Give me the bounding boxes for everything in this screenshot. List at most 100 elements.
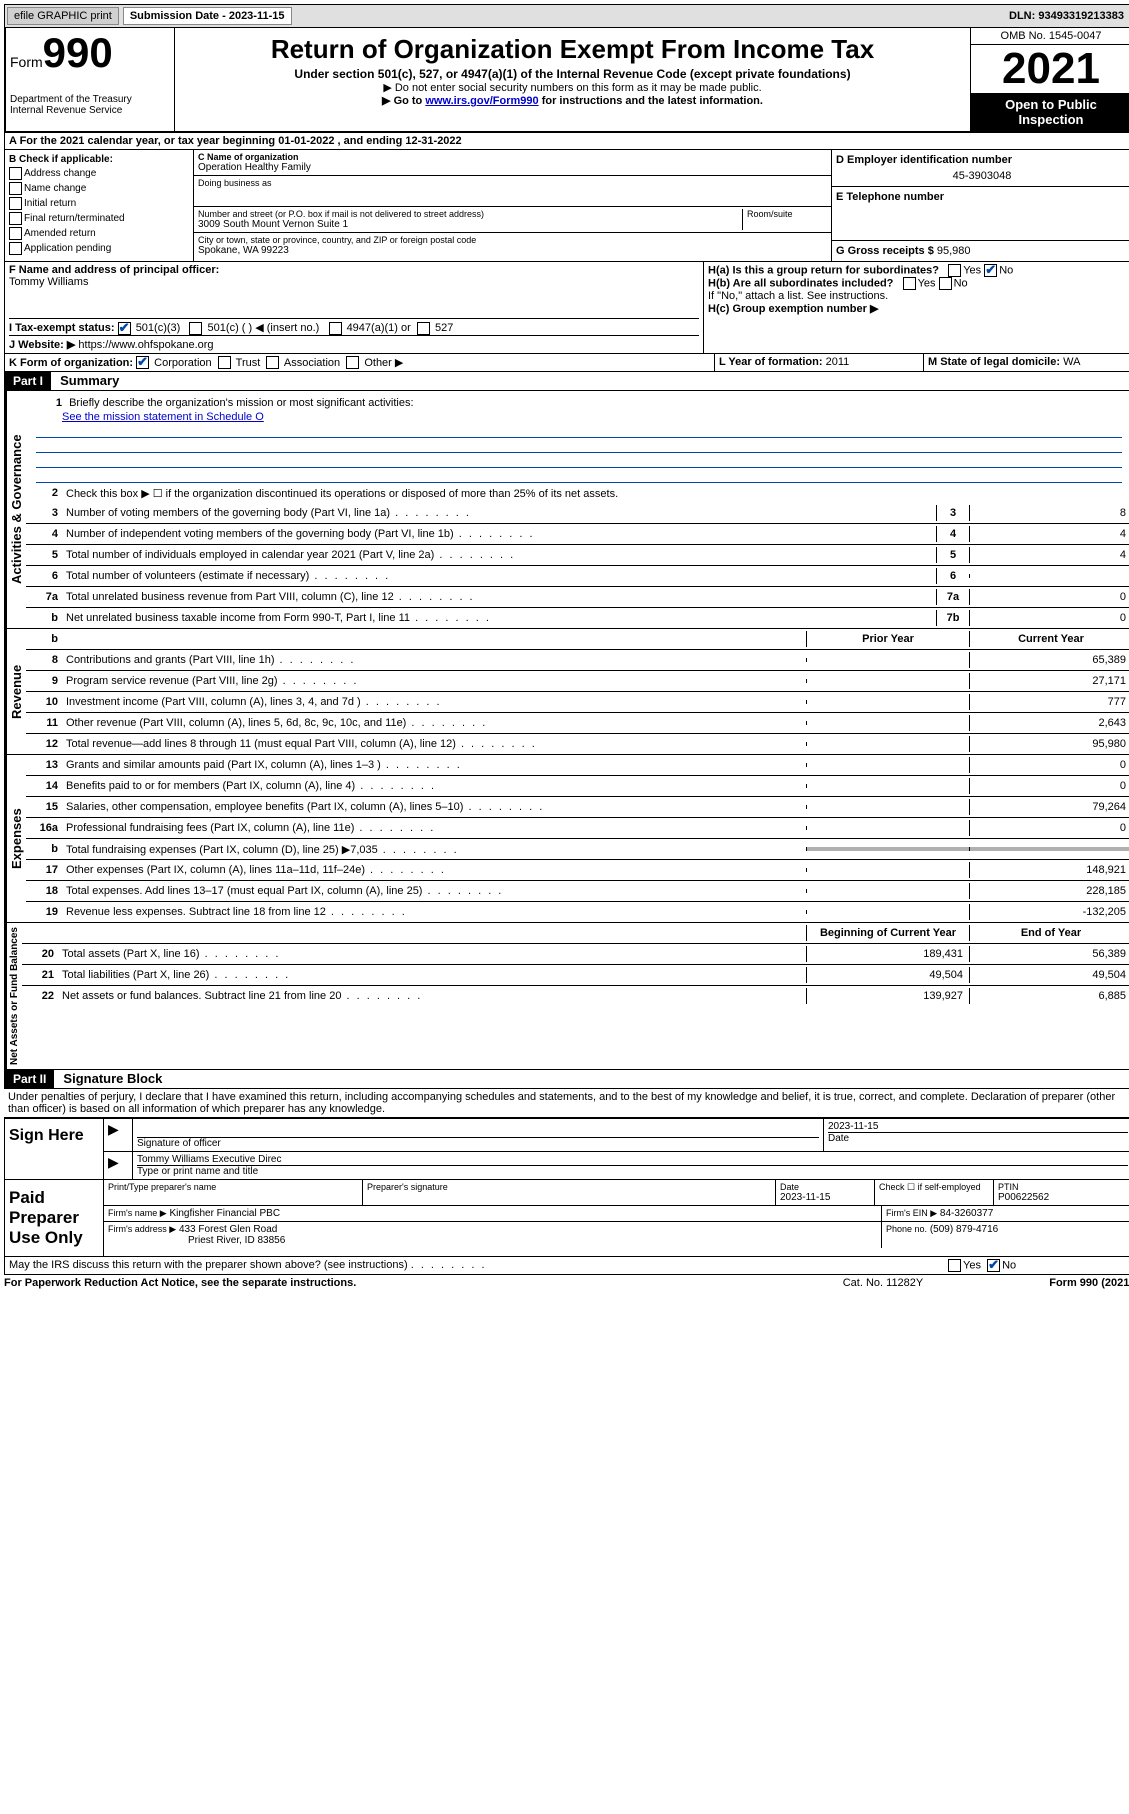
ptin: P00622562 <box>998 1192 1128 1203</box>
vert-netassets: Net Assets or Fund Balances <box>5 923 22 1069</box>
dba-label: Doing business as <box>198 178 827 188</box>
ha-no: No <box>999 264 1013 276</box>
city: Spokane, WA 99223 <box>198 245 827 256</box>
form-subtitle: Under section 501(c), 527, or 4947(a)(1)… <box>179 67 966 81</box>
cb-discuss-no[interactable] <box>987 1259 1000 1272</box>
line1-label: Briefly describe the organization's miss… <box>69 397 413 409</box>
vert-governance: Activities & Governance <box>5 391 26 628</box>
date-label: Date <box>828 1132 1128 1144</box>
netassets-section: Net Assets or Fund Balances Beginning of… <box>4 923 1129 1070</box>
paid-preparer-label: Paid Preparer Use Only <box>5 1180 104 1256</box>
line2-text: Check this box ▶ ☐ if the organization d… <box>62 485 1129 502</box>
cb-ha-no[interactable] <box>984 264 997 277</box>
open-public-badge: Open to Public Inspection <box>971 93 1129 131</box>
header-right: OMB No. 1545-0047 2021 Open to Public In… <box>970 28 1129 131</box>
g-label: G Gross receipts $ <box>836 245 934 257</box>
i-501c3: 501(c)(3) <box>136 322 181 334</box>
hb-no: No <box>954 277 968 289</box>
summary-line: 14Benefits paid to or for members (Part … <box>26 776 1129 797</box>
ein: 45-3903048 <box>836 166 1128 182</box>
self-employed-label: Check ☐ if self-employed <box>879 1182 989 1193</box>
governance-section: Activities & Governance 1 Briefly descri… <box>4 391 1129 629</box>
section-c: C Name of organization Operation Healthy… <box>194 150 831 261</box>
i-label: I Tax-exempt status: <box>9 322 115 334</box>
firm-ein: 84-3260377 <box>940 1208 993 1219</box>
cb-501c3[interactable] <box>118 322 131 335</box>
prep-date: 2023-11-15 <box>780 1192 870 1203</box>
cb-trust[interactable] <box>218 356 231 369</box>
summary-line: 18Total expenses. Add lines 13–17 (must … <box>26 881 1129 902</box>
dept-treasury: Department of the Treasury <box>10 94 170 105</box>
line-a: A For the 2021 calendar year, or tax yea… <box>4 133 1129 150</box>
website-url: https://www.ohfspokane.org <box>78 339 213 351</box>
right-column-deg: D Employer identification number 45-3903… <box>831 150 1129 261</box>
summary-line: 19Revenue less expenses. Subtract line 1… <box>26 902 1129 922</box>
org-name: Operation Healthy Family <box>198 162 827 173</box>
year-formation: 2011 <box>826 356 850 368</box>
i-501c: 501(c) ( ) <box>208 322 253 334</box>
prep-date-label: Date <box>780 1182 870 1192</box>
cb-discuss-yes[interactable] <box>948 1259 961 1272</box>
summary-line: 5Total number of individuals employed in… <box>26 545 1129 566</box>
cb-amended[interactable] <box>9 227 22 240</box>
summary-line: 12Total revenue—add lines 8 through 11 (… <box>26 734 1129 754</box>
cb-hb-no[interactable] <box>939 277 952 290</box>
cb-assoc[interactable] <box>266 356 279 369</box>
ha-label: H(a) Is this a group return for subordin… <box>708 264 939 276</box>
cb-4947[interactable] <box>329 322 342 335</box>
cb-527[interactable] <box>417 322 430 335</box>
form-footer: Form 990 (2021) <box>983 1277 1129 1289</box>
col-current: Current Year <box>969 631 1129 647</box>
note-ssn: ▶ Do not enter social security numbers o… <box>179 81 966 94</box>
cb-ha-yes[interactable] <box>948 264 961 277</box>
col-prior: Prior Year <box>806 631 969 647</box>
cb-name-change[interactable] <box>9 182 22 195</box>
cb-initial-return[interactable] <box>9 197 22 210</box>
j-label: J Website: ▶ <box>9 339 75 351</box>
firm-name: Kingfisher Financial PBC <box>169 1208 280 1219</box>
mission-link[interactable]: See the mission statement in Schedule O <box>62 411 264 423</box>
sign-here-label: Sign Here <box>5 1119 104 1179</box>
l-label: L Year of formation: <box>719 356 823 368</box>
submission-date: Submission Date - 2023-11-15 <box>123 7 292 25</box>
irs-link[interactable]: www.irs.gov/Form990 <box>425 95 538 107</box>
cb-corp[interactable] <box>136 356 149 369</box>
summary-line: 20Total assets (Part X, line 16)189,4315… <box>22 944 1129 965</box>
omb-number: OMB No. 1545-0047 <box>971 28 1129 45</box>
cb-501c[interactable] <box>189 322 202 335</box>
discuss-yes: Yes <box>963 1260 981 1272</box>
print-name-label: Type or print name and title <box>137 1165 1128 1177</box>
b-item-4: Amended return <box>24 228 96 239</box>
note-link: ▶ Go to www.irs.gov/Form990 for instruct… <box>179 94 966 107</box>
a-begin: 01-01-2022 <box>278 135 334 147</box>
cb-app-pending[interactable] <box>9 242 22 255</box>
header-left: Form990 Department of the Treasury Inter… <box>6 28 175 131</box>
cb-hb-yes[interactable] <box>903 277 916 290</box>
part1-title: Summary <box>54 371 125 390</box>
form-header: Form990 Department of the Treasury Inter… <box>4 28 1129 133</box>
note2-pre: ▶ Go to <box>382 95 425 107</box>
sign-here-block: Sign Here ▶ Signature of officer 2023-11… <box>4 1117 1129 1180</box>
vert-revenue: Revenue <box>5 629 26 754</box>
summary-line: bNet unrelated business taxable income f… <box>26 608 1129 628</box>
summary-line: 7aTotal unrelated business revenue from … <box>26 587 1129 608</box>
dln-label: DLN: 93493319213383 <box>1009 10 1129 22</box>
cb-address-change[interactable] <box>9 167 22 180</box>
form-title: Return of Organization Exempt From Incom… <box>179 34 966 65</box>
m-label: M State of legal domicile: <box>928 356 1060 368</box>
footer: For Paperwork Reduction Act Notice, see … <box>4 1275 1129 1291</box>
b-item-1: Name change <box>24 183 86 194</box>
form-prefix: Form <box>10 54 43 70</box>
efile-print-button[interactable]: efile GRAPHIC print <box>7 7 119 25</box>
cb-other[interactable] <box>346 356 359 369</box>
cb-final-return[interactable] <box>9 212 22 225</box>
note2-post: for instructions and the latest informat… <box>539 95 763 107</box>
i-4947: 4947(a)(1) or <box>347 322 411 334</box>
gross-receipts: 95,980 <box>937 245 971 257</box>
preparer-sig-label: Preparer's signature <box>367 1182 771 1192</box>
paperwork-notice: For Paperwork Reduction Act Notice, see … <box>4 1277 783 1289</box>
discuss-label: May the IRS discuss this return with the… <box>9 1259 408 1271</box>
header-title-block: Return of Organization Exempt From Incom… <box>175 28 970 131</box>
summary-line: bTotal fundraising expenses (Part IX, co… <box>26 839 1129 860</box>
summary-line: 10Investment income (Part VIII, column (… <box>26 692 1129 713</box>
